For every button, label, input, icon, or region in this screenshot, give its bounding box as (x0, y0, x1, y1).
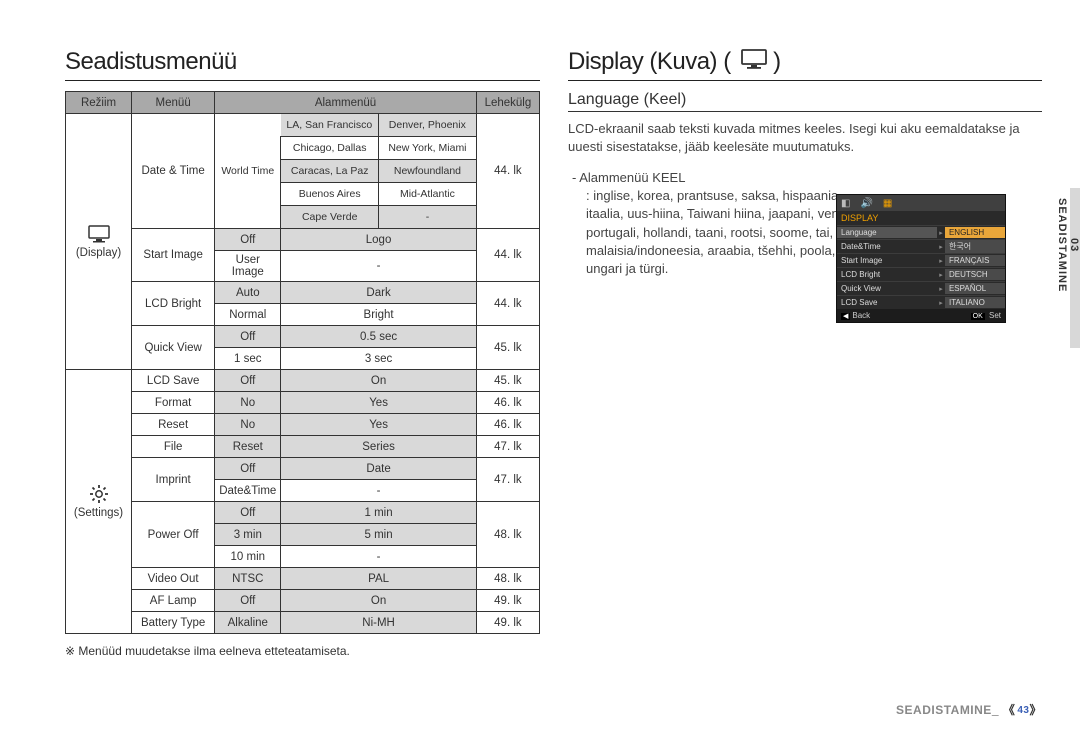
sound-icon: 🔊 (860, 198, 872, 209)
mode-cell-settings: (Settings) (66, 370, 132, 634)
lcd-bottombar: ◀Back OK Set (837, 309, 1005, 322)
col-menu: Menüü (132, 92, 215, 114)
settings-table: Režiim Menüü Alammenüü Lehekülg (Display… (65, 91, 540, 634)
lcd-row: Start Image▸FRANÇAIS (837, 253, 1005, 267)
page-title-right: Display (Kuva) ( ) (568, 48, 1042, 81)
section-tab: 03 SEADISTAMINE (1058, 198, 1080, 292)
mode-settings-label: (Settings) (74, 507, 123, 519)
submenu-list: - Alammenüü KEEL : inglise, korea, prant… (568, 169, 858, 278)
menu-datetime: Date & Time (132, 114, 215, 229)
submenu-label: - Alammenüü KEEL (572, 169, 858, 187)
camera-lcd-preview: ◧ 🔊 ▦ DISPLAY Language▸ENGLISH Date&Time… (836, 194, 1006, 323)
section-number: 03 (1068, 238, 1080, 252)
language-heading: Language (Keel) (568, 91, 1042, 112)
lcd-row: Quick View▸ESPAÑOL (837, 281, 1005, 295)
mode-display-label: (Display) (76, 247, 121, 259)
page-title-left: Seadistusmenüü (65, 48, 540, 81)
lcd-title: DISPLAY (837, 211, 1005, 225)
col-mode: Režiim (66, 92, 132, 114)
gear-icon (89, 488, 109, 508)
section-tab-label: SEADISTAMINE (1056, 198, 1068, 292)
col-submenu: Alammenüü (215, 92, 477, 114)
language-body: LCD-ekraanil saab teksti kuvada mitmes k… (568, 120, 1042, 155)
page-footer: SEADISTAMINE_ 《43》 (896, 701, 1042, 718)
submenu-worldtime: World Time (215, 114, 281, 229)
lcd-row: LCD Save▸ITALIANO (837, 295, 1005, 309)
submenu-languages: : inglise, korea, prantsuse, saksa, hisp… (572, 187, 858, 278)
footer-page: 43 (1017, 705, 1029, 716)
camera-icon: ◧ (841, 198, 850, 209)
lcd-row: LCD Bright▸DEUTSCH (837, 267, 1005, 281)
table-header-row: Režiim Menüü Alammenüü Lehekülg (66, 92, 540, 114)
monitor-icon (88, 226, 110, 248)
lcd-topbar: ◧ 🔊 ▦ (837, 195, 1005, 211)
display-icon: ▦ (883, 198, 892, 209)
col-page: Lehekülg (476, 92, 539, 114)
lcd-row: Language▸ENGLISH (837, 225, 1005, 239)
footer-section: SEADISTAMINE (896, 703, 992, 717)
lcd-row: Date&Time▸한국어 (837, 239, 1005, 253)
monitor-icon (741, 48, 767, 76)
page-datetime: 44. lk (476, 114, 539, 229)
table-footnote: ※ Menüüd muudetakse ilma eelneva ettetea… (65, 644, 540, 658)
mode-cell-display: (Display) (66, 114, 132, 370)
menu-startimage: Start Image (132, 229, 215, 282)
